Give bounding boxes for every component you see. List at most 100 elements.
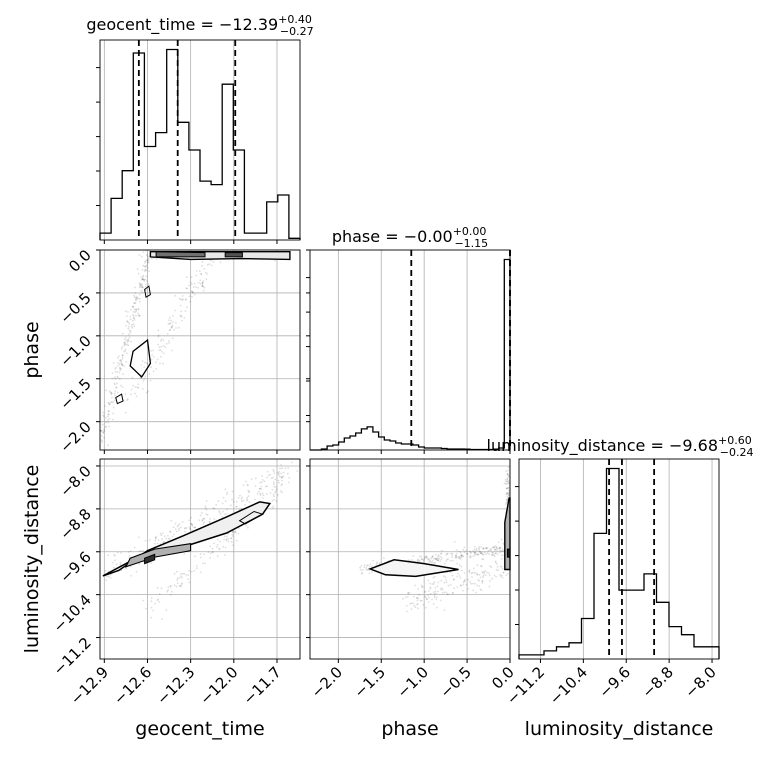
scatter-point [144,261,147,264]
scatter-point [195,565,198,567]
scatter-point [365,565,368,567]
scatter-point [453,578,455,581]
scatter-point [134,311,137,314]
scatter-point [126,399,129,401]
scatter-point [455,552,458,555]
scatter-point [157,343,160,346]
scatter-point [459,555,462,558]
scatter-point [223,554,226,556]
scatter-point [451,554,453,557]
scatter-point [273,483,275,486]
scatter-point [122,373,124,376]
scatter-point [141,286,144,289]
scatter-point [119,361,122,363]
scatter-point [443,575,445,577]
scatter-point [134,302,137,304]
scatter-point [456,562,459,565]
scatter-point [145,269,148,272]
scatter-point [508,466,510,469]
scatter-point [506,473,509,476]
scatter-point [150,616,153,619]
scatter-point [495,548,497,551]
scatter-point [242,484,245,486]
scatter-point [456,575,458,578]
scatter-point [436,596,438,599]
scatter-point [280,490,282,493]
density-contour [224,252,243,258]
scatter-point [237,532,240,535]
scatter-point [212,551,214,554]
scatter-point [180,314,183,317]
scatter-point [274,490,277,493]
scatter-point [174,528,177,531]
scatter-point [437,554,440,557]
scatter-point [134,392,136,395]
scatter-point [147,259,150,262]
scatter-point [117,357,119,359]
scatter-point [423,557,426,560]
scatter-point [140,364,143,366]
scatter-point [416,560,419,562]
scatter-point [204,562,207,565]
scatter-point [468,570,471,573]
scatter-point [422,558,425,561]
scatter-point [119,366,121,369]
scatter-point [112,412,114,415]
scatter-point [148,257,150,260]
scatter-point [114,383,116,386]
scatter-point [170,319,173,322]
scatter-point [490,547,492,550]
scatter-point [128,322,131,325]
scatter-point [137,383,140,386]
scatter-point [278,470,281,473]
scatter-point [193,282,196,285]
scatter-point [162,541,165,544]
scatter-point [434,562,436,564]
scatter-point [507,487,510,489]
scatter-point [262,494,265,497]
scatter-point [412,555,414,557]
scatter-point [138,300,141,303]
scatter-point [144,278,147,281]
scatter-point [120,367,122,370]
scatter-point [219,261,222,264]
panel-background [310,250,510,450]
scatter-point [157,329,160,332]
scatter-point [126,320,128,323]
scatter-point [458,557,460,559]
scatter-point [231,535,234,537]
scatter-point [188,526,191,528]
scatter-point [224,546,227,549]
scatter-point [434,558,437,561]
scatter-point [200,272,203,275]
scatter-point [455,555,458,558]
scatter-point [490,549,492,552]
scatter-point [427,559,430,561]
scatter-point [142,380,145,382]
scatter-point [162,352,165,355]
scatter-point [126,341,129,343]
scatter-point [432,591,435,593]
scatter-point [135,297,137,300]
scatter-point [488,572,490,574]
scatter-point [439,560,441,563]
scatter-point [121,364,124,367]
scatter-point [451,552,454,555]
scatter-point [141,278,144,280]
scatter-point [190,516,192,519]
scatter-point [138,550,141,553]
scatter-point [247,495,250,497]
scatter-point [244,503,247,506]
scatter-point [474,551,476,553]
scatter-point [279,475,281,478]
scatter-point [273,260,276,262]
scatter-point [455,556,458,559]
scatter-point [165,342,168,345]
scatter-point [104,426,107,428]
scatter-point [189,300,192,303]
scatter-point [438,557,440,560]
scatter-point [266,470,269,473]
scatter-point [129,318,132,321]
scatter-point [139,285,142,288]
scatter-point [137,308,140,311]
